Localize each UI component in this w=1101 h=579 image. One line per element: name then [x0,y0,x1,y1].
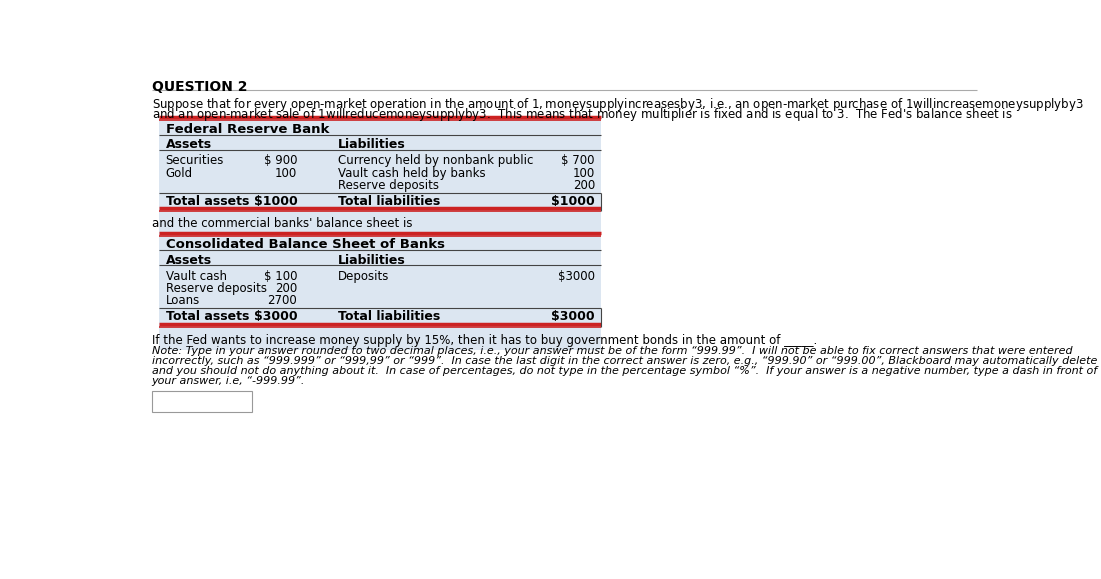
Text: Vault cash held by banks: Vault cash held by banks [338,167,486,179]
Text: and an open-market sale of $1 will reduce money supply by $3.  This means that m: and an open-market sale of $1 will reduc… [152,107,1012,123]
Text: $ 900: $ 900 [264,154,297,167]
Text: 200: 200 [275,282,297,295]
Text: If the Fed wants to increase money supply by 15%, then it has to buy government : If the Fed wants to increase money suppl… [152,334,817,347]
Text: Currency held by nonbank public: Currency held by nonbank public [338,154,533,167]
Text: $3000: $3000 [253,310,297,324]
Text: Total assets: Total assets [165,195,249,208]
Text: Suppose that for every open-market operation in the amount of $1, money supply i: Suppose that for every open-market opera… [152,96,1083,113]
Text: Reserve deposits: Reserve deposits [165,282,266,295]
Text: your answer, i.e, “-999.99”.: your answer, i.e, “-999.99”. [152,376,305,386]
Text: Note: Type in your answer rounded to two decimal places, i.e., your answer must : Note: Type in your answer rounded to two… [152,346,1072,356]
Text: and the commercial banks' balance sheet is: and the commercial banks' balance sheet … [152,217,412,230]
Bar [152,391,252,412]
Text: Federal Reserve Bank: Federal Reserve Bank [165,123,329,135]
Text: $3000: $3000 [552,310,595,324]
Text: 2700: 2700 [268,294,297,307]
Text: 100: 100 [573,167,595,179]
Text: Reserve deposits: Reserve deposits [338,179,438,192]
Text: Consolidated Balance Sheet of Banks: Consolidated Balance Sheet of Banks [165,238,445,251]
Text: $ 100: $ 100 [264,270,297,283]
Text: Assets: Assets [165,138,211,151]
Text: incorrectly, such as “999.999” or “999,99” or “999”.  In case the last digit in : incorrectly, such as “999.999” or “999,9… [152,356,1101,366]
Text: Gold: Gold [165,167,193,179]
Text: and you should not do anything about it.  In case of percentages, do not type in: and you should not do anything about it.… [152,366,1097,376]
Text: Assets: Assets [165,254,211,266]
Text: $ 700: $ 700 [562,154,595,167]
Bar [160,236,601,350]
Text: $1000: $1000 [552,195,595,208]
Text: 100: 100 [275,167,297,179]
Text: 200: 200 [573,179,595,192]
Text: Loans: Loans [165,294,199,307]
Text: Securities: Securities [165,154,224,167]
Text: Total assets: Total assets [165,310,249,324]
Text: Deposits: Deposits [338,270,389,283]
Text: Vault cash: Vault cash [165,270,227,283]
Text: QUESTION 2: QUESTION 2 [152,80,247,94]
Text: Liabilities: Liabilities [338,138,405,151]
Text: Liabilities: Liabilities [338,254,405,266]
Text: Total liabilities: Total liabilities [338,310,439,324]
Text: Total liabilities: Total liabilities [338,195,439,208]
Text: $3000: $3000 [558,270,595,283]
Bar [160,120,601,245]
Text: $1000: $1000 [253,195,297,208]
